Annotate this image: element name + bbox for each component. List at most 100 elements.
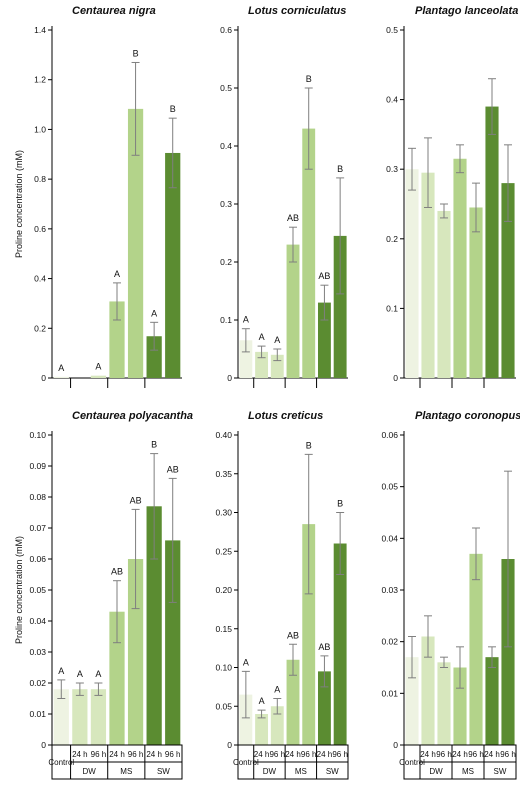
significance-letter: A: [243, 315, 249, 325]
time-label: 24 h: [420, 750, 436, 759]
bar: [437, 210, 451, 378]
time-label: 96 h: [468, 750, 484, 759]
group-label: DW: [82, 767, 96, 776]
time-label: 96 h: [128, 750, 144, 759]
group-label: DW: [263, 767, 277, 776]
significance-letter: AB: [318, 271, 330, 281]
y-tick-label: 0.3: [220, 199, 232, 209]
y-tick-label: 0.4: [386, 95, 398, 105]
y-tick-label: 0.35: [215, 469, 232, 479]
bar: [421, 172, 435, 378]
significance-letter: A: [114, 269, 120, 279]
bar: [485, 657, 499, 745]
y-tick-label: 0.1: [386, 303, 398, 313]
y-tick-label: 0: [227, 740, 232, 750]
y-tick-label: 1.2: [34, 75, 46, 85]
y-tick-label: 0.4: [220, 141, 232, 151]
significance-letter: A: [259, 332, 265, 342]
bar: [255, 714, 269, 745]
significance-letter: A: [95, 669, 101, 679]
y-tick-label: 0.2: [386, 234, 398, 244]
bar: [405, 169, 419, 378]
y-tick-label: 1.4: [34, 25, 46, 35]
bar: [53, 376, 69, 378]
time-label: 24 h: [484, 750, 500, 759]
group-label: SW: [494, 767, 507, 776]
group-label: DW: [429, 767, 443, 776]
y-tick-label: 0: [41, 373, 46, 383]
time-label: 96 h: [332, 750, 348, 759]
significance-letter: B: [306, 440, 312, 450]
significance-letter: B: [337, 499, 343, 509]
panel-title: Centaurea polyacantha: [72, 410, 193, 422]
bar: [255, 351, 269, 378]
y-tick-label: 0.5: [220, 83, 232, 93]
bar: [485, 106, 499, 378]
category-label-control: Control: [399, 758, 425, 767]
bar: [270, 706, 284, 745]
time-label: 24 h: [109, 750, 125, 759]
y-tick-label: 0.2: [34, 323, 46, 333]
panel-title: Plantago coronopus: [415, 410, 520, 422]
panel-title: Lotus corniculatus: [248, 5, 346, 17]
y-tick-label: 0.04: [29, 616, 46, 626]
y-tick-label: 0.08: [29, 492, 46, 502]
y-tick-label: 0.15: [215, 624, 232, 634]
bar: [146, 336, 162, 378]
y-tick-label: 0.10: [29, 430, 46, 440]
bar: [127, 559, 144, 745]
significance-letter: B: [337, 164, 343, 174]
y-tick-label: 0.03: [381, 585, 398, 595]
y-tick-label: 0.2: [220, 257, 232, 267]
time-label: 24 h: [452, 750, 468, 759]
y-tick-label: 0.40: [215, 430, 232, 440]
y-tick-label: 0.01: [29, 709, 46, 719]
time-label: 96 h: [91, 750, 107, 759]
y-tick-label: 0.03: [29, 647, 46, 657]
bar: [317, 671, 331, 745]
panel-title: Lotus creticus: [248, 410, 323, 422]
bar: [421, 636, 435, 745]
y-tick-label: 0: [393, 373, 398, 383]
y-tick-label: 0.6: [220, 25, 232, 35]
y-tick-label: 0: [227, 373, 232, 383]
significance-letter: B: [133, 48, 139, 58]
significance-letter: A: [274, 335, 280, 345]
bar: [501, 183, 515, 378]
significance-letter: AB: [318, 642, 330, 652]
bar: [333, 543, 347, 745]
bar: [469, 207, 483, 378]
bar: [333, 235, 347, 378]
chart-panel-5: Plantago coronopus 0 0.01 0.02 0.03 0.04 0.05 0…: [381, 410, 520, 780]
significance-letter: A: [274, 685, 280, 695]
bar: [286, 244, 300, 378]
y-tick-label: 0.07: [29, 523, 46, 533]
y-axis-title: Proline concentration (mM): [14, 150, 24, 258]
y-tick-label: 0.4: [34, 274, 46, 284]
bar: [453, 158, 467, 378]
chart-panel-4: Lotus creticus 0 0.05 0.10 0.15 0.20 0.25 0.30 0…: [215, 410, 349, 780]
bar: [53, 689, 69, 745]
time-label: 24 h: [72, 750, 88, 759]
y-tick-label: 0.02: [29, 678, 46, 688]
panel-title: Plantago lanceolata: [415, 5, 518, 17]
category-label-control: Control: [48, 758, 74, 767]
time-label: 96 h: [165, 750, 181, 759]
y-tick-label: 0.3: [386, 164, 398, 174]
significance-letter: A: [95, 362, 101, 372]
significance-letter: AB: [287, 630, 299, 640]
significance-letter: A: [77, 669, 83, 679]
y-axis-title: Proline concentration (mM): [14, 536, 24, 644]
time-label: 96 h: [269, 750, 285, 759]
bar: [317, 302, 331, 378]
time-label: 24 h: [254, 750, 270, 759]
time-label: 24 h: [317, 750, 333, 759]
y-tick-label: 0: [41, 740, 46, 750]
chart-panel-2: Plantago lanceolata 0 0.1 0.2 0.3 0.4 0.5: [386, 5, 518, 388]
significance-letter: A: [58, 666, 64, 676]
significance-letter: AB: [287, 213, 299, 223]
y-tick-label: 0.09: [29, 461, 46, 471]
